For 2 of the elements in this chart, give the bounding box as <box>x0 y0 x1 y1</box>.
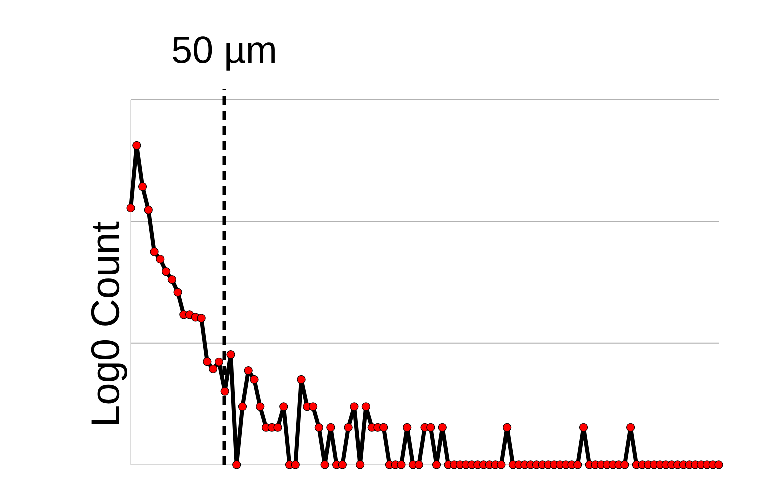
y-axis-title: Log0 Count <box>91 222 128 424</box>
text: 50 µm <box>173 36 275 71</box>
